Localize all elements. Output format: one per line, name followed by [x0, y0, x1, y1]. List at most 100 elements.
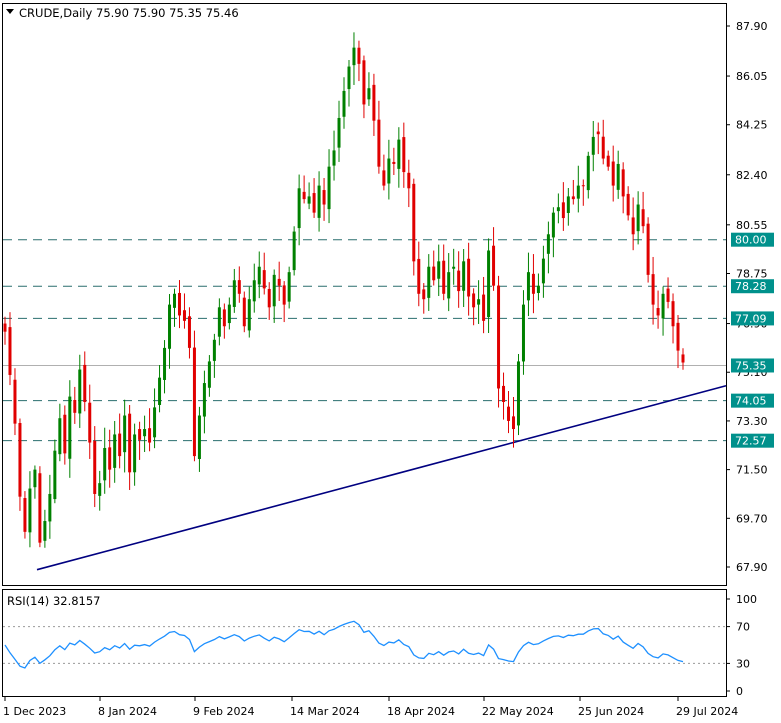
candle-body	[317, 185, 321, 218]
candle-body	[232, 280, 236, 307]
candle-body	[252, 280, 256, 302]
level-tag	[731, 232, 774, 247]
candle-body	[636, 204, 640, 232]
candle-body	[287, 272, 291, 302]
candle-body	[257, 266, 261, 285]
candle-body	[546, 234, 550, 254]
candlesticks	[3, 32, 685, 548]
candle-body	[596, 131, 600, 135]
ohlc-values: 75.90 75.90 75.35 75.46	[96, 6, 239, 20]
level-tag-label: 80.00	[735, 234, 767, 247]
candle-body	[202, 383, 206, 417]
price-tick-label: 82.40	[736, 169, 768, 182]
candle-body	[566, 196, 570, 213]
level-tag-label: 78.28	[735, 280, 767, 293]
candle-body	[561, 202, 565, 219]
candle-body	[606, 155, 610, 167]
candle-body	[417, 258, 421, 294]
time-tick-label: 14 Mar 2024	[290, 705, 360, 718]
candle-body	[143, 429, 147, 437]
candle-body	[377, 119, 381, 167]
candle-body	[292, 231, 296, 271]
level-tag	[731, 393, 774, 408]
candle-body	[442, 260, 446, 294]
level-tag	[731, 311, 774, 326]
level-tag	[731, 279, 774, 294]
last-price-tag	[731, 358, 774, 373]
candle-body	[516, 361, 520, 426]
candle-body	[282, 285, 286, 305]
rsi-line	[4, 620, 684, 669]
time-axis: 1 Dec 2023 8 Jan 2024 9 Feb 2024 14 Mar 202…	[3, 697, 738, 718]
level-tag-label: 74.05	[735, 395, 767, 408]
time-tick-label: 22 May 2024	[482, 705, 554, 718]
candle-body	[387, 158, 391, 184]
candle-body	[153, 407, 157, 438]
candle-body	[616, 163, 620, 190]
candle-body	[586, 155, 590, 191]
candle-body	[73, 400, 77, 413]
candle-body	[521, 304, 525, 362]
candle-body	[322, 190, 326, 205]
candle-body	[182, 310, 186, 321]
rsi-scale-label: 0	[736, 685, 743, 698]
candle-body	[487, 250, 491, 318]
symbol-label: CRUDE,Daily	[19, 6, 93, 20]
candle-body	[237, 280, 241, 294]
candle-body	[362, 60, 366, 105]
candle-body	[422, 289, 426, 300]
candle-body	[626, 193, 630, 216]
price-tick-label: 87.90	[736, 20, 768, 33]
candle-body	[128, 413, 132, 473]
candle-body	[342, 90, 346, 117]
candle-body	[222, 309, 226, 327]
time-tick-label: 25 Jun 2024	[578, 705, 644, 718]
candle-body	[13, 379, 17, 424]
horizontal-levels	[3, 239, 726, 442]
candle-body	[217, 307, 221, 337]
candle-body	[83, 364, 87, 402]
candle-body	[556, 207, 560, 212]
candle-body	[98, 483, 102, 496]
time-tick-label: 29 Jul 2024	[676, 705, 738, 718]
price-tick-label: 71.50	[736, 464, 768, 477]
candle-body	[571, 196, 575, 200]
price-axis: 87.9086.0584.2582.4080.5578.7576.9075.10…	[726, 20, 768, 574]
candle-body	[43, 521, 47, 541]
candle-body	[197, 415, 201, 459]
candle-body	[656, 308, 660, 316]
candle-body	[177, 292, 181, 316]
candle-body	[576, 185, 580, 199]
candle-body	[272, 274, 276, 307]
candle-body	[392, 161, 396, 164]
candle-body	[148, 428, 152, 443]
candle-body	[63, 414, 67, 454]
candle-body	[327, 166, 331, 210]
candle-body	[187, 316, 191, 348]
candle-body	[332, 150, 336, 166]
candle-body	[38, 473, 42, 543]
candle-body	[432, 266, 436, 281]
candle-body	[671, 301, 675, 327]
candle-body	[462, 261, 466, 291]
candle-body	[497, 285, 501, 389]
price-tick-label: 73.30	[736, 415, 768, 428]
candle-body	[551, 212, 555, 238]
candle-body	[53, 450, 57, 500]
chevron-down-icon[interactable]	[6, 9, 14, 14]
candle-body	[103, 447, 107, 481]
candle-body	[337, 117, 341, 148]
candle-body	[507, 406, 511, 421]
candle-body	[601, 136, 605, 159]
candle-body	[407, 172, 411, 189]
candle-body	[412, 183, 416, 262]
candle-body	[207, 361, 211, 388]
candle-body	[48, 493, 52, 522]
rsi-scale-label: 30	[736, 657, 750, 670]
candle-body	[477, 299, 481, 305]
candle-body	[367, 88, 371, 100]
candle-body	[242, 297, 246, 327]
candle-body	[492, 245, 496, 286]
level-tags: 80.00 78.28 77.09 74.05 72.57 75.35	[731, 232, 774, 448]
candle-body	[666, 288, 670, 302]
